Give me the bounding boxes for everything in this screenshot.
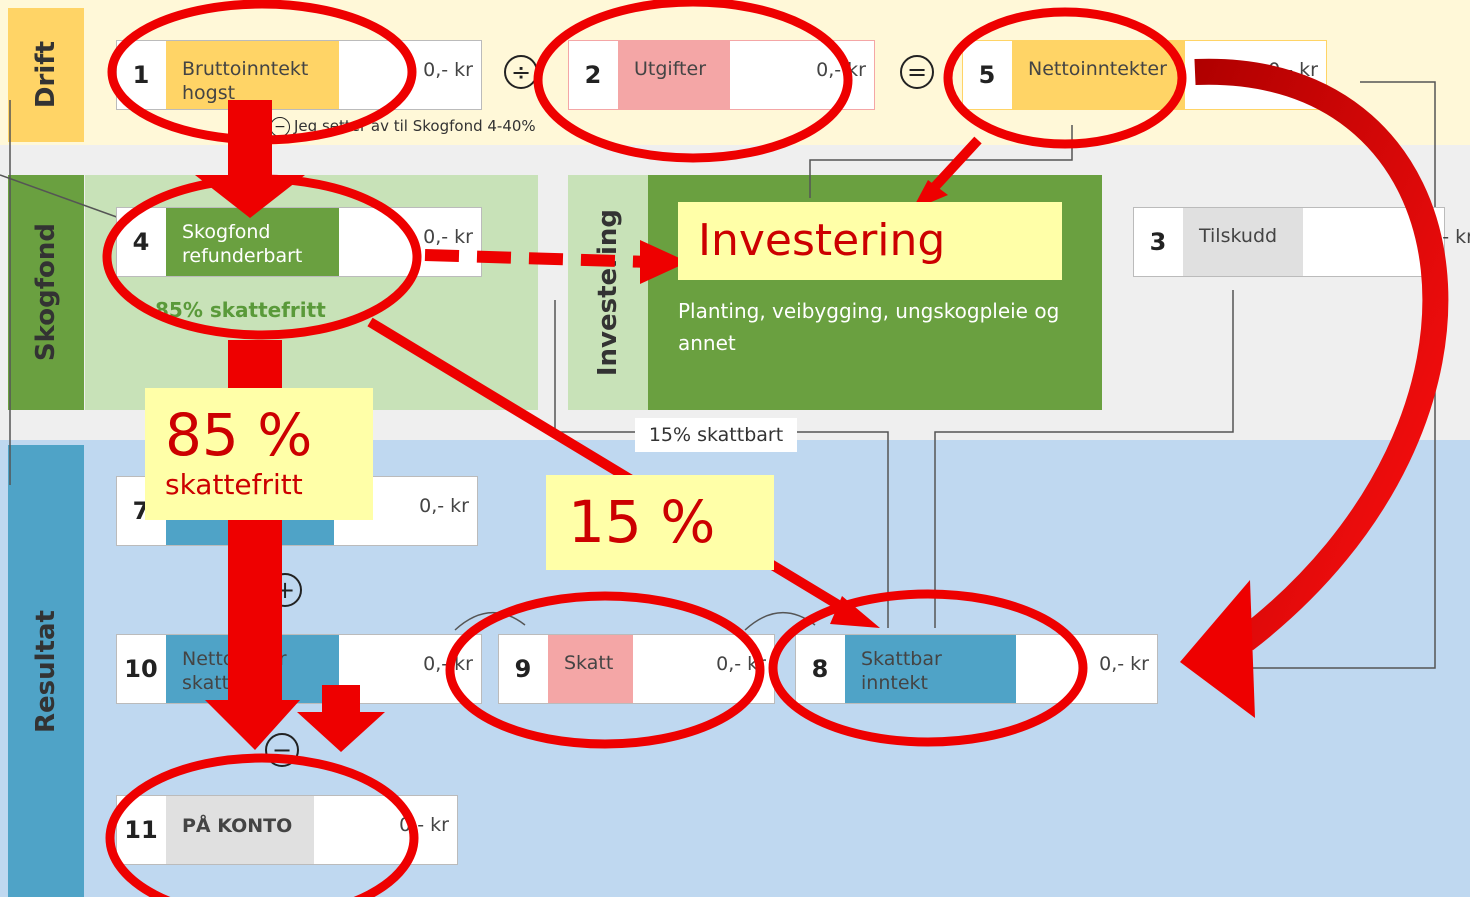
box-label: Tilskudd <box>1183 208 1303 276</box>
box: 2 Utgifter 0,- kr <box>568 40 875 110</box>
box-number: 4 <box>132 228 150 256</box>
box: 9 Skatt 0,- kr <box>498 634 775 704</box>
arrow <box>297 685 385 752</box>
highlight-ellipse <box>943 7 1187 149</box>
box-label: Nettoinntekter <box>1012 41 1185 109</box>
connector <box>934 290 1234 628</box>
box-value: 0,- kr <box>423 226 473 248</box>
arrow <box>926 136 982 196</box>
box-label: PÅ KONTO <box>166 796 314 864</box>
box-number: 10 <box>124 655 158 683</box>
annotation-note: 15 % <box>546 475 774 570</box>
box: 8 Skattbar inntekt 0,- kr <box>795 634 1158 704</box>
box-number: 3 <box>1149 228 1167 256</box>
box-value: 0,- kr <box>1099 653 1149 675</box>
skogfond-note: 85% skattefritt <box>155 298 326 322</box>
section-tab: Resultat <box>8 445 84 897</box>
section-tab: Drift <box>8 8 84 142</box>
box-label: Skattbar inntekt <box>845 635 1016 703</box>
box: 4 Skogfond refunderbart 0,- kr <box>116 207 482 277</box>
investering-tab: Investering <box>568 175 648 410</box>
operator-equals: = <box>900 55 934 89</box>
box-number: 8 <box>811 655 829 683</box>
annotation-title: 15 % <box>568 488 716 556</box>
annotation-note: 85 % skattefritt <box>145 388 373 520</box>
box-label: Skatt <box>548 635 633 703</box>
dashed-arrow <box>424 249 651 268</box>
highlight-ellipse <box>768 589 1088 747</box>
box-number: 1 <box>132 61 150 89</box>
box-value: 0,- kr <box>816 59 866 81</box>
highlight-ellipse <box>445 591 765 749</box>
annotation-subtitle: skattefritt <box>165 468 303 501</box>
box-number: 9 <box>514 655 532 683</box>
annotation-title: Investering <box>698 215 946 266</box>
annotation-title: 85 % <box>165 401 313 469</box>
flow-label: 15% skattbart <box>635 418 797 452</box>
arrowhead <box>640 240 688 284</box>
highlight-ellipse <box>105 753 419 897</box>
box-number: 11 <box>124 816 158 844</box>
box: 3 Tilskudd 0,- kr <box>1133 207 1470 277</box>
section-tab: Skogfond <box>8 175 84 410</box>
box-number: 2 <box>584 61 602 89</box>
arrow <box>195 100 305 218</box>
connector <box>0 174 126 221</box>
box: 1 Bruttoinntekt hogst 0,- kr <box>116 40 482 110</box>
annotation-note: Investering <box>678 202 1062 280</box>
box-label: Utgifter <box>618 41 730 109</box>
arrowhead <box>1180 580 1255 718</box>
arrowhead <box>830 596 880 628</box>
box-value: 0,- kr <box>423 59 473 81</box>
highlight-ellipse <box>533 0 853 163</box>
box-value: 0,- kr <box>419 495 469 517</box>
investering-text: Planting, veibygging, ungskogpleie og an… <box>678 299 1060 355</box>
box-number: 5 <box>978 61 996 89</box>
box-label: Bruttoinntekt hogst <box>166 41 339 109</box>
curved-arrow <box>1194 58 1449 651</box>
box-label: Skogfond refunderbart <box>166 208 339 276</box>
